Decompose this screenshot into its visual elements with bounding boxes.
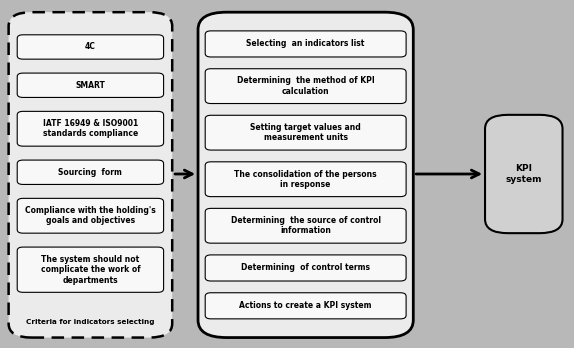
FancyBboxPatch shape: [205, 69, 406, 104]
FancyBboxPatch shape: [205, 255, 406, 281]
Text: Setting target values and
measurement units: Setting target values and measurement un…: [250, 123, 361, 142]
FancyBboxPatch shape: [485, 115, 563, 233]
FancyBboxPatch shape: [205, 208, 406, 243]
Text: The consolidation of the persons
in response: The consolidation of the persons in resp…: [234, 169, 377, 189]
FancyBboxPatch shape: [17, 73, 164, 97]
FancyBboxPatch shape: [17, 160, 164, 184]
FancyBboxPatch shape: [17, 247, 164, 292]
FancyBboxPatch shape: [17, 111, 164, 146]
Text: IATF 16949 & ISO9001
standards compliance: IATF 16949 & ISO9001 standards complianc…: [43, 119, 138, 139]
FancyBboxPatch shape: [205, 115, 406, 150]
Text: Determining  the method of KPI
calculation: Determining the method of KPI calculatio…: [237, 77, 374, 96]
Text: Actions to create a KPI system: Actions to create a KPI system: [239, 301, 372, 310]
Text: Sourcing  form: Sourcing form: [59, 168, 122, 177]
FancyBboxPatch shape: [205, 162, 406, 197]
FancyBboxPatch shape: [17, 198, 164, 233]
Text: Determining  of control terms: Determining of control terms: [241, 263, 370, 272]
Text: KPI
system: KPI system: [506, 164, 542, 184]
Text: The system should not
complicate the work of
departments: The system should not complicate the wor…: [41, 255, 140, 285]
Text: Criteria for indicators selecting: Criteria for indicators selecting: [26, 319, 154, 325]
FancyBboxPatch shape: [17, 35, 164, 59]
FancyBboxPatch shape: [9, 12, 172, 338]
Text: SMART: SMART: [75, 81, 106, 90]
Text: Compliance with the holding's
goals and objectives: Compliance with the holding's goals and …: [25, 206, 156, 226]
FancyBboxPatch shape: [205, 31, 406, 57]
FancyBboxPatch shape: [205, 293, 406, 319]
FancyBboxPatch shape: [198, 12, 413, 338]
Text: 4C: 4C: [85, 42, 96, 52]
Text: Selecting  an indicators list: Selecting an indicators list: [246, 39, 365, 48]
Text: Determining  the source of control
information: Determining the source of control inform…: [231, 216, 381, 236]
